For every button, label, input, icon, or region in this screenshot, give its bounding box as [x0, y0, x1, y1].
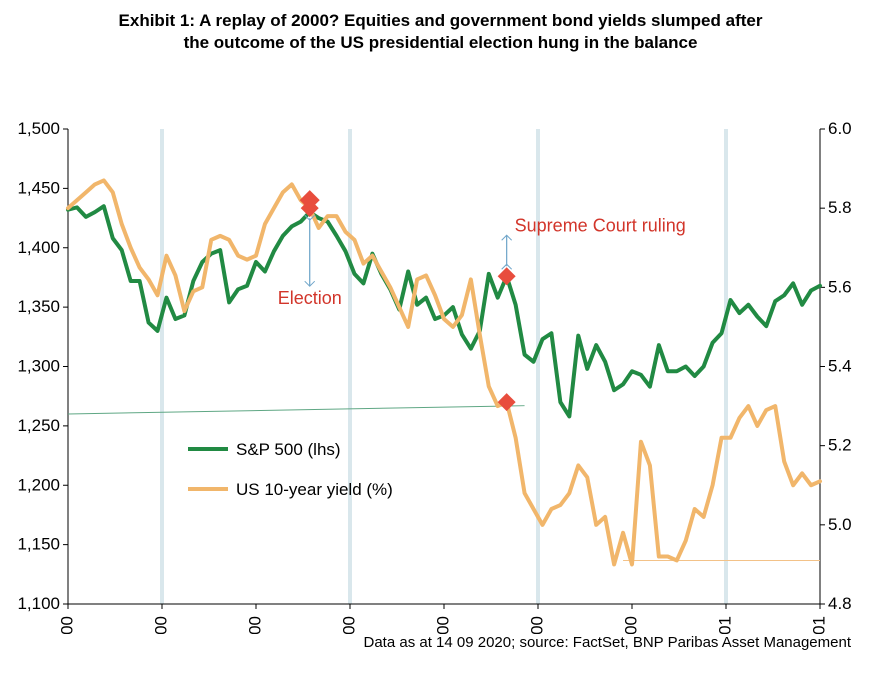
y-left-label: 1,150 — [17, 535, 60, 554]
legend-item: US 10-year yield (%) — [236, 480, 393, 499]
y-left-label: 1,500 — [17, 119, 60, 138]
y-right-label: 5.6 — [828, 278, 852, 297]
plot-area: 02 Oct 2000 16 Oct 2000 30 Oct 2000 13 Nov … — [0, 54, 881, 634]
x-axis-label: 25 Dec 2000 — [621, 616, 640, 634]
annotation-label: Supreme Court ruling — [515, 215, 686, 235]
y-left-label: 1,350 — [17, 297, 60, 316]
annotation-label: Election — [278, 288, 342, 308]
title-line-2: the outcome of the US presidential elect… — [184, 33, 698, 52]
x-axis-label: 13 Nov 2000 — [339, 616, 358, 634]
y-right-label: 4.8 — [828, 594, 852, 613]
x-axis-label: 11 Dec 2000 — [527, 616, 546, 634]
x-axis-label: 02 Oct 2000 — [57, 616, 76, 634]
title-line-1: Exhibit 1: A replay of 2000? Equities an… — [119, 11, 763, 30]
legend-item: S&P 500 (lhs) — [236, 440, 341, 459]
x-axis-label: 30 Oct 2000 — [245, 616, 264, 634]
y-right-label: 6.0 — [828, 119, 852, 138]
y-left-label: 1,100 — [17, 594, 60, 613]
source-label: Data as at 14 09 2020; source: FactSet, … — [364, 634, 852, 651]
y-left-label: 1,200 — [17, 475, 60, 494]
y-left-label: 1,450 — [17, 179, 60, 198]
chart-title: Exhibit 1: A replay of 2000? Equities an… — [0, 0, 881, 54]
y-left-label: 1,400 — [17, 238, 60, 257]
x-axis-label: 22 Jan 2001 — [809, 616, 828, 634]
y-left-label: 1,250 — [17, 416, 60, 435]
y-right-label: 5.0 — [828, 515, 852, 534]
y-right-label: 5.2 — [828, 436, 852, 455]
y-left-label: 1,300 — [17, 357, 60, 376]
x-axis-label: 08 Jan 2001 — [715, 616, 734, 634]
y-right-label: 5.8 — [828, 198, 852, 217]
x-axis-label: 27 Nov 2000 — [433, 616, 452, 634]
source-text: Data as at 14 09 2020; source: FactSet, … — [0, 634, 881, 651]
y-right-label: 5.4 — [828, 357, 852, 376]
chart-container: Exhibit 1: A replay of 2000? Equities an… — [0, 0, 881, 695]
x-axis-label: 16 Oct 2000 — [151, 616, 170, 634]
